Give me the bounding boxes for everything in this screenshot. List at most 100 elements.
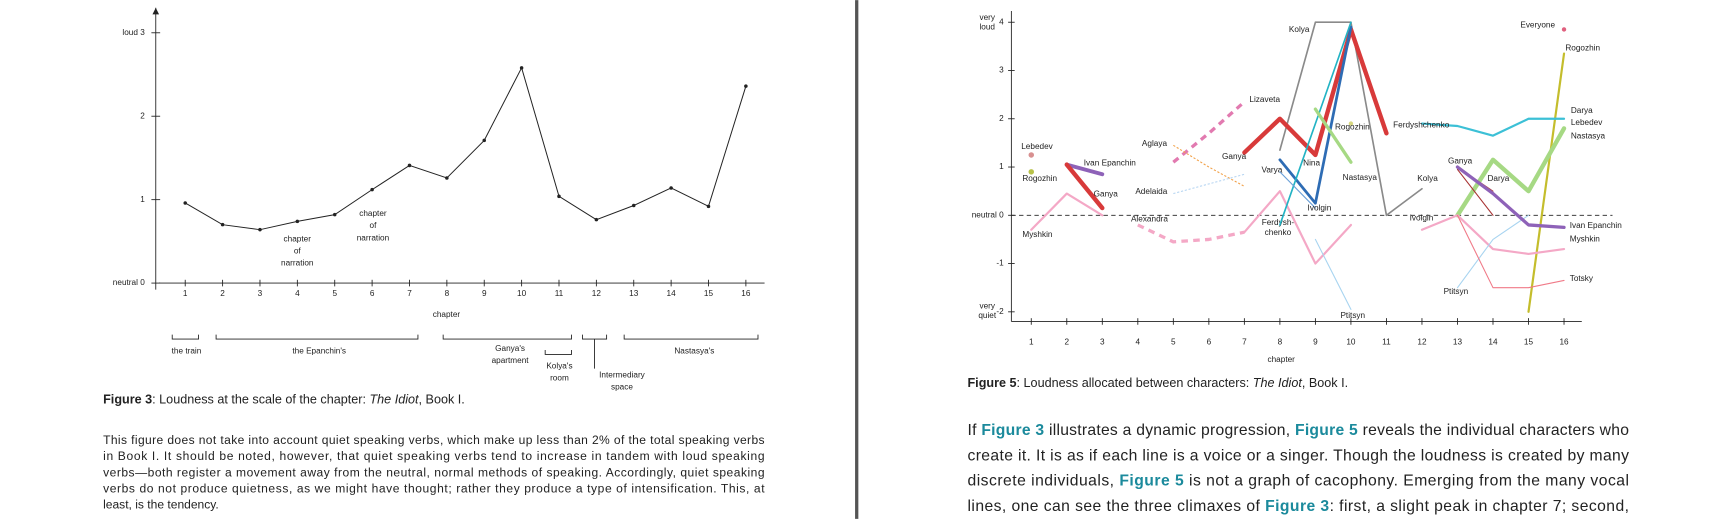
x-tick-label: 3	[1100, 337, 1105, 346]
x-tick-label: 1	[1029, 337, 1034, 346]
x-tick-label: 7	[407, 289, 412, 298]
region-label: room	[550, 374, 569, 383]
point	[445, 176, 449, 180]
character-line	[1456, 168, 1494, 216]
character-line	[1064, 27, 1389, 211]
character-line	[1173, 144, 1245, 187]
caption-text: , Book I.	[419, 393, 465, 407]
note-line: in Book I. It should be noted, however, …	[103, 449, 764, 463]
y-tick-label: 4	[999, 17, 1004, 26]
y-tick-label: neutral 0	[972, 210, 1004, 219]
axis-arrow	[152, 7, 160, 15]
character-line	[1030, 190, 1566, 265]
character-label: Lebedev	[1571, 118, 1603, 127]
character-line	[1420, 117, 1566, 137]
paragraph-text: illustrates a dynamic progression,	[1044, 422, 1294, 439]
x-tick-label: 10	[1346, 337, 1356, 346]
character-label: Lebedev	[1021, 142, 1053, 151]
region-bracket	[442, 334, 572, 340]
region-bracket	[582, 334, 608, 369]
character-line	[1278, 25, 1353, 205]
paragraph-text: create it. It is as if each line is a vo…	[968, 448, 1630, 465]
character-label: Ganya	[1094, 189, 1119, 198]
y-tick-label: neutral 0	[113, 278, 145, 287]
x-tick-label: 2	[1064, 337, 1069, 346]
loudness-line	[184, 66, 747, 231]
x-tick-label: 16	[741, 289, 751, 298]
y-tick-label: loud 3	[122, 28, 145, 37]
character-label: Nastasya	[1571, 131, 1606, 140]
character-label: Myshkin	[1570, 234, 1601, 243]
y-tick-label: -2	[996, 307, 1004, 316]
character-label: Adelaida	[1135, 187, 1167, 196]
point	[407, 163, 412, 168]
figure-link[interactable]: Figure 5	[1295, 422, 1358, 439]
annotation: chapter	[284, 234, 312, 243]
character-label: Everyone	[1520, 20, 1555, 29]
x-tick-label: 11	[1382, 337, 1391, 346]
region-bracket	[171, 334, 199, 340]
point	[519, 66, 524, 70]
character-label: Lizaveta	[1249, 95, 1280, 104]
character-line	[1279, 171, 1316, 209]
paragraph-line: discrete individuals, Figure 5 is not a …	[968, 473, 1629, 490]
annotation: narration	[357, 233, 390, 242]
point	[295, 219, 300, 224]
figure-label: Figure 5	[968, 376, 1017, 390]
figure-link[interactable]: Figure 3	[1265, 498, 1329, 515]
x-tick-label: 10	[517, 289, 527, 298]
paragraph-text: is not a graph of cacophony. Emerging fr…	[1184, 473, 1629, 490]
character-line	[1279, 21, 1352, 226]
note-line: This figure does not take into account q…	[103, 433, 764, 447]
point	[744, 84, 748, 88]
character-label: Rogozhin	[1022, 174, 1057, 183]
x-tick-label: 12	[592, 289, 602, 298]
character-label: Ivan Epanchin	[1570, 221, 1623, 230]
paragraph-text: discrete individuals,	[968, 473, 1119, 490]
point	[706, 204, 711, 209]
region-label: Nastasya's	[674, 346, 714, 355]
y-tick-label: 2	[140, 111, 145, 120]
point	[557, 194, 561, 199]
figure-label: Figure 3	[103, 393, 152, 407]
character-label: Darya	[1571, 106, 1593, 115]
y-tick-label: 1	[999, 162, 1004, 171]
region-bracket	[544, 349, 572, 355]
character-label: Myshkin	[1022, 230, 1053, 239]
character-label: Darya	[1487, 174, 1509, 183]
figure-link[interactable]: Figure 3	[981, 422, 1044, 439]
x-tick-label: 16	[1559, 337, 1569, 346]
character-label: Aglaya	[1142, 139, 1168, 148]
caption-text: , Book I.	[1302, 376, 1348, 390]
character-label: Ferdyshchenko	[1393, 120, 1450, 129]
paragraph-line: If Figure 3 illustrates a dynamic progre…	[968, 422, 1630, 439]
figure-caption: Figure 5: Loudness allocated between cha…	[968, 376, 1349, 390]
x-tick-label: 15	[704, 289, 714, 298]
x-tick-label: 13	[629, 289, 639, 298]
y-tick-label: 3	[999, 66, 1004, 75]
paragraph-text: reveals the individual characters who	[1358, 422, 1629, 439]
caption-text: : Loudness at the scale of the chapter:	[152, 393, 369, 407]
paragraph-text: If	[968, 422, 982, 439]
x-axis-label: chapter	[433, 310, 461, 319]
y-tick-label: 1	[140, 195, 145, 204]
region-label: Ganya's	[495, 344, 525, 353]
character-line	[1173, 173, 1245, 195]
figure-link[interactable]: Figure 5	[1119, 473, 1184, 490]
x-tick-label: 8	[1278, 337, 1283, 346]
region-bracket	[215, 334, 419, 340]
character-line	[1314, 214, 1530, 310]
annotation: very	[979, 13, 995, 22]
character-label: Ivolgin	[1410, 214, 1434, 223]
caption-title: The Idiot	[1253, 376, 1303, 390]
region-label: Intermediary	[599, 370, 646, 379]
annotation: of	[294, 246, 302, 255]
x-tick-label: 13	[1453, 337, 1463, 346]
x-tick-label: 14	[1488, 337, 1498, 346]
character-line	[1456, 214, 1565, 289]
x-tick-label: 4	[295, 289, 300, 298]
x-tick-label: 1	[183, 289, 188, 298]
character-label: Varya	[1261, 165, 1282, 174]
x-tick-label: 14	[667, 289, 677, 298]
